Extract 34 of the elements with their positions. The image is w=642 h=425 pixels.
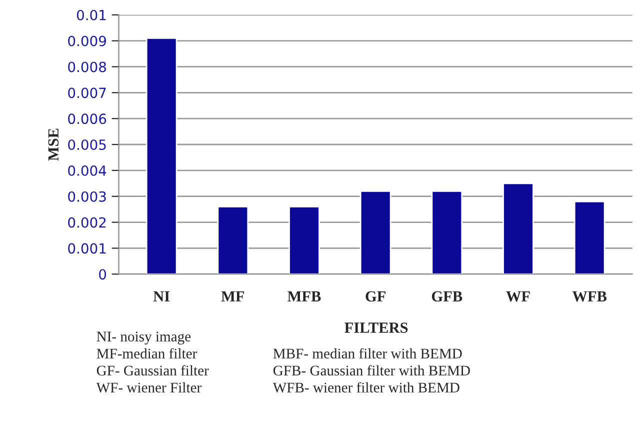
y-tick-label: 0.005 — [68, 139, 106, 150]
y-tick-label: 0.01 — [76, 10, 106, 20]
y-tick-label: 0.006 — [68, 114, 106, 124]
text: GF- Gaussian filter — [96, 365, 209, 376]
x-tick-label: MF — [221, 291, 244, 302]
text: MF-median filter — [96, 348, 198, 359]
text: WFB- wiener filter with BEMD — [272, 382, 460, 393]
y-tick-label: 0.009 — [68, 36, 106, 46]
y-tick-label: 0.008 — [68, 62, 106, 72]
y-tick-label: 0 — [99, 269, 106, 280]
bar — [360, 190, 392, 274]
bar — [288, 206, 320, 274]
x-tick-label: WF — [506, 291, 530, 302]
text: GFB- Gaussian filter with BEMD — [273, 365, 470, 376]
x-tick-label: MFB — [288, 291, 321, 302]
y-tick-label: 0.004 — [68, 165, 106, 176]
bar — [431, 190, 463, 274]
y-tick-label: 0.001 — [68, 243, 106, 254]
bar — [146, 38, 178, 274]
y-axis-title: MSE — [48, 128, 59, 161]
text: MBF- median filter with BEMD — [273, 348, 462, 359]
bar — [217, 206, 249, 274]
y-tick-label: 0.002 — [68, 217, 106, 228]
text: NI- noisy image — [96, 332, 191, 344]
y-tick-label: 0.007 — [68, 88, 106, 98]
bar — [502, 182, 534, 274]
x-axis-title: FILTERS — [344, 322, 408, 333]
bar — [574, 200, 606, 274]
x-tick-label: WFB — [572, 291, 607, 302]
x-tick-label: NI — [153, 291, 170, 302]
y-tick-label: 0.003 — [68, 191, 106, 202]
x-tick-label: GFB — [432, 291, 462, 302]
x-tick-label: GF — [366, 291, 386, 302]
text: WF- wiener Filter — [96, 382, 202, 393]
